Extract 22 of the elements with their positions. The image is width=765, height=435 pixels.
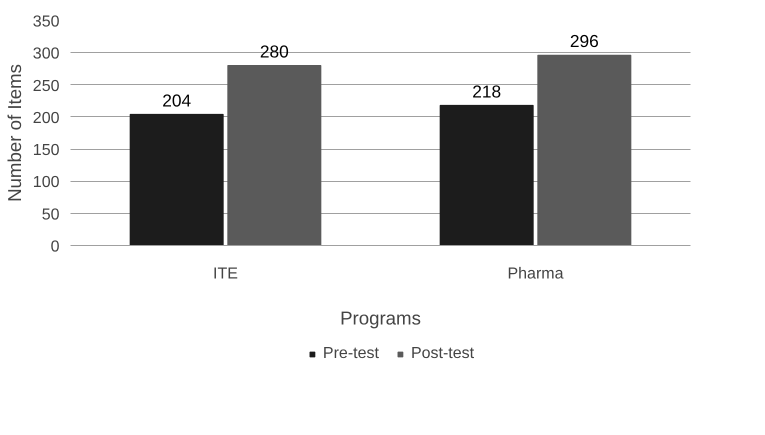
y-tick-label: 0 bbox=[50, 238, 60, 256]
bar bbox=[130, 114, 224, 246]
bar bbox=[227, 65, 322, 246]
data-label: 296 bbox=[570, 31, 599, 52]
legend-label: Pre-test bbox=[322, 344, 379, 362]
data-label: 204 bbox=[162, 90, 192, 110]
y-tick-label: 150 bbox=[32, 142, 60, 160]
data-label: 280 bbox=[260, 42, 289, 62]
x-tick-label: ITE bbox=[213, 266, 238, 282]
x-tick-label: Pharma bbox=[507, 266, 564, 282]
data-label: 218 bbox=[472, 81, 502, 102]
y-tick-label: 50 bbox=[42, 206, 60, 224]
y-tick-label: 200 bbox=[32, 110, 60, 127]
bar bbox=[440, 104, 534, 246]
y-axis-title: Number of Items bbox=[4, 64, 25, 202]
y-tick-label: 350 bbox=[32, 14, 60, 30]
y-tick-label: 250 bbox=[32, 78, 60, 95]
x-axis-title: Programs bbox=[340, 308, 421, 328]
bar bbox=[537, 54, 632, 246]
y-tick-label: 100 bbox=[32, 174, 60, 192]
y-tick-label: 300 bbox=[32, 46, 60, 63]
legend-label: Post-test bbox=[410, 344, 474, 362]
